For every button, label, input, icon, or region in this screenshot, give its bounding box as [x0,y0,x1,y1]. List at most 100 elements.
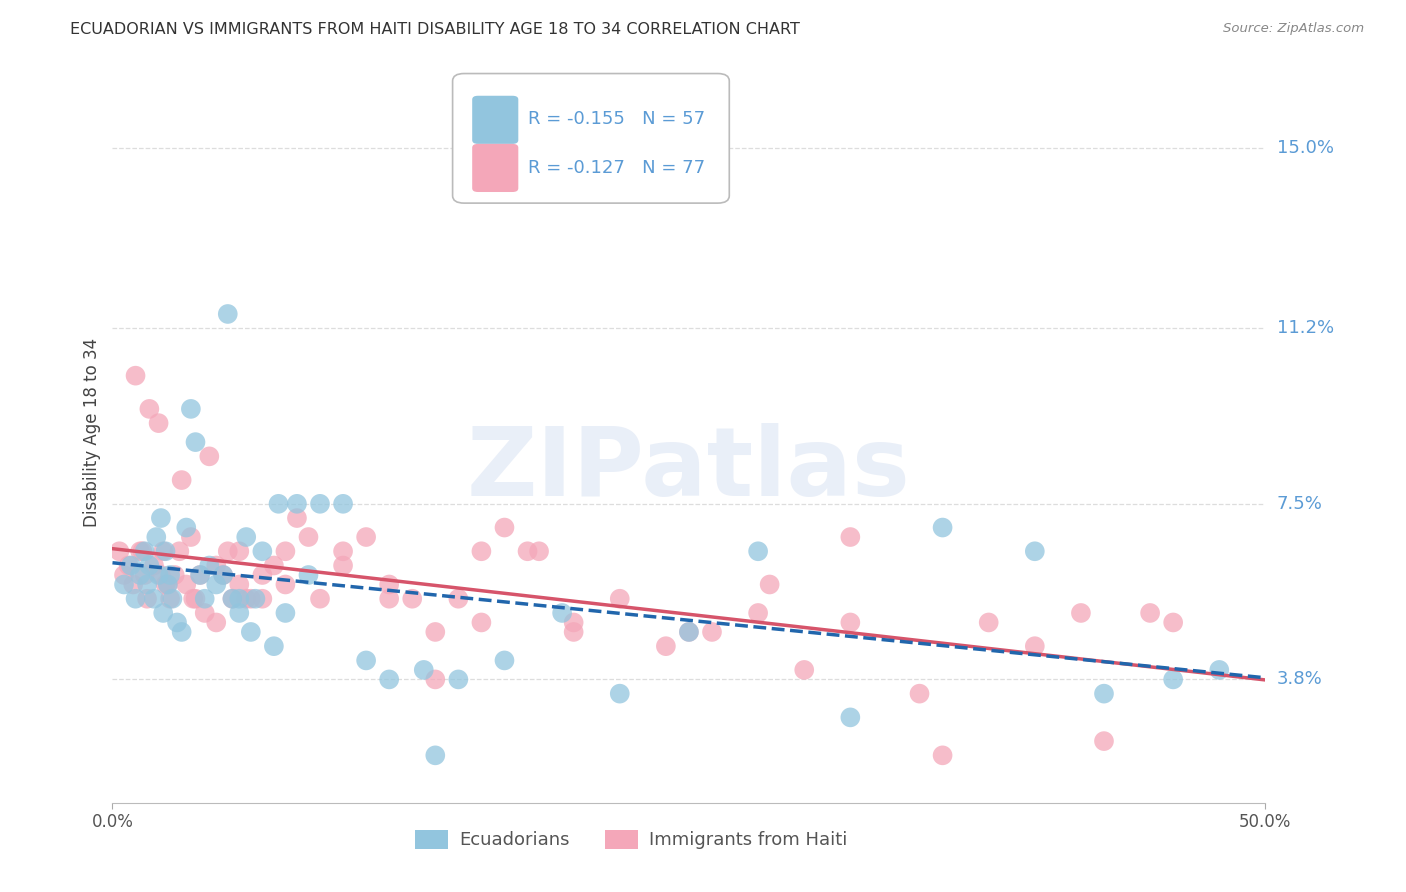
Point [129,568,152,582]
Point [977,615,1000,630]
Text: 11.2%: 11.2% [1277,319,1334,337]
Point [112,577,135,591]
Point [274,577,297,591]
Point [228,544,250,558]
Point [267,497,290,511]
Point [124,368,146,383]
Point [235,591,257,606]
Point [184,591,207,606]
FancyBboxPatch shape [453,73,730,203]
Point [163,568,186,582]
Point [678,624,700,639]
Text: 15.0%: 15.0% [1277,139,1333,157]
Point [447,591,470,606]
Point [212,568,235,582]
Point [155,577,177,591]
Point [401,591,423,606]
Point [194,606,217,620]
FancyBboxPatch shape [472,144,519,192]
Point [252,591,274,606]
Point [678,624,700,639]
Point [169,544,191,558]
Point [235,530,257,544]
Point [122,577,145,591]
Point [839,530,862,544]
Point [516,544,538,558]
Point [148,416,170,430]
Point [1208,663,1230,677]
Text: R = -0.127   N = 77: R = -0.127 N = 77 [527,159,704,177]
Point [747,544,769,558]
Point [124,591,146,606]
Point [332,497,354,511]
Point [152,544,174,558]
Point [274,606,297,620]
Point [159,591,181,606]
Point [931,748,953,763]
Point [149,511,172,525]
Point [198,558,221,573]
Point [152,606,174,620]
Point [138,558,160,573]
Point [425,748,447,763]
Point [494,520,516,534]
Point [205,615,228,630]
Point [332,544,354,558]
Point [551,606,574,620]
FancyBboxPatch shape [472,95,519,144]
Text: 3.8%: 3.8% [1277,671,1322,689]
Point [156,577,179,591]
Point [609,591,631,606]
Point [143,591,166,606]
Point [136,577,159,591]
Point [1161,673,1184,687]
Point [148,568,170,582]
Point [447,673,470,687]
Point [159,568,181,582]
Point [162,591,184,606]
Point [143,558,166,573]
Point [1070,606,1092,620]
Point [252,568,274,582]
Point [180,401,202,416]
Point [136,591,159,606]
Point [527,544,550,558]
Point [156,577,179,591]
Point [297,530,319,544]
Point [194,591,217,606]
Point [747,606,769,620]
Point [149,568,172,582]
Point [839,710,862,724]
Point [188,568,211,582]
Point [131,544,153,558]
Point [134,568,156,582]
Point [700,624,723,639]
Point [263,639,285,653]
Point [145,530,167,544]
Point [470,544,492,558]
Point [609,687,631,701]
Point [1161,615,1184,630]
Point [1024,639,1046,653]
Point [245,591,267,606]
Point [309,591,332,606]
Point [252,544,274,558]
Point [205,577,228,591]
Point [217,544,239,558]
Point [120,558,142,573]
Point [758,577,780,591]
Point [297,568,319,582]
Point [285,511,308,525]
Point [562,615,585,630]
Text: 7.5%: 7.5% [1277,495,1323,513]
Point [188,568,211,582]
Point [184,435,207,450]
Point [285,497,308,511]
Point [425,673,447,687]
Point [1092,687,1115,701]
Text: ECUADORIAN VS IMMIGRANTS FROM HAITI DISABILITY AGE 18 TO 34 CORRELATION CHART: ECUADORIAN VS IMMIGRANTS FROM HAITI DISA… [70,22,800,37]
Point [108,544,131,558]
Point [931,520,953,534]
Point [221,591,243,606]
Point [494,653,516,667]
